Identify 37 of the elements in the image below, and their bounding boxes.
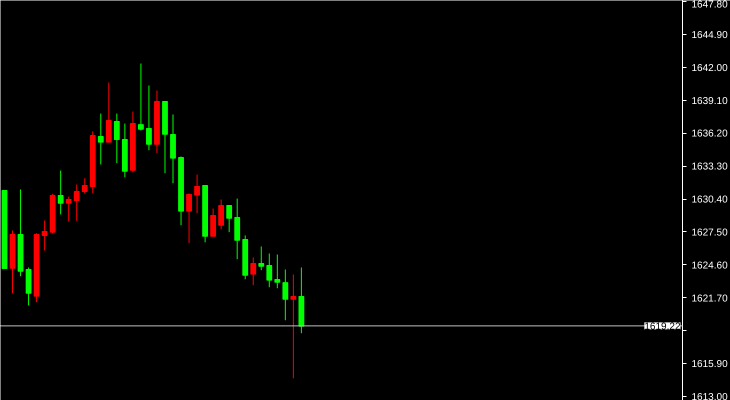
y-tick-label: 1615.90 — [692, 359, 728, 370]
candlestick — [26, 266, 32, 306]
y-tick-label: 1627.50 — [692, 227, 728, 238]
y-tick-label: 1644.90 — [692, 30, 728, 41]
ref-line-label: 1619.22 — [644, 321, 681, 332]
candlestick — [274, 254, 280, 289]
candlestick — [218, 198, 224, 230]
candlestick — [170, 114, 176, 184]
candlestick — [226, 204, 232, 233]
candlestick — [234, 198, 240, 260]
y-tick-label: 1642.00 — [692, 62, 728, 74]
candlestick — [250, 256, 256, 286]
candlestick — [98, 113, 104, 166]
y-tick-label: 1633.30 — [692, 162, 728, 173]
candlestick — [74, 184, 80, 222]
y-tick-label: 1613.00 — [692, 392, 728, 400]
candlestick — [146, 85, 152, 151]
candlestick — [138, 62, 144, 131]
y-tick-label: 1621.70 — [692, 293, 728, 304]
candlestick — [106, 82, 112, 143]
candlestick — [114, 113, 120, 164]
y-tick-label: 1630.40 — [692, 194, 728, 206]
y-tick-label: 1639.10 — [692, 96, 728, 107]
candlestick — [42, 220, 48, 252]
candlestick — [66, 196, 72, 222]
candlestick — [58, 170, 64, 215]
candlestick — [282, 269, 288, 321]
y-tick-label: 1636.20 — [692, 128, 728, 140]
candlestick — [290, 274, 296, 379]
candlestick — [194, 174, 200, 214]
candlestick — [82, 178, 88, 194]
candlestick — [186, 192, 192, 244]
y-tick-label: 1647.80 — [692, 0, 728, 10]
candlestick — [266, 253, 272, 288]
y-tick-label: 1624.60 — [692, 260, 728, 272]
candlestick — [258, 246, 264, 271]
candlestick — [210, 208, 216, 237]
